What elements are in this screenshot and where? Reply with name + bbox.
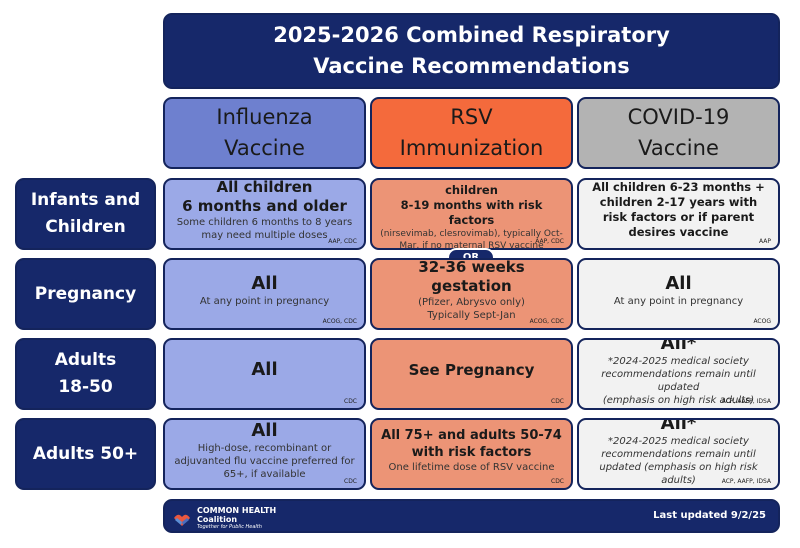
cell-main-text: All*: [660, 418, 697, 434]
cell-main-text: 32-36 weeks gestation: [418, 258, 525, 295]
row-header-pregnancy: Pregnancy: [15, 258, 156, 330]
cell-main-text: All*: [660, 338, 697, 354]
cell-main-text: All children: [216, 178, 313, 196]
column-header-influenza: Influenza Vaccine: [163, 97, 366, 169]
column-header-covid: COVID-19 Vaccine: [577, 97, 780, 169]
cell-sub-text: (Pfizer, Abrysvo only): [418, 297, 525, 308]
column-header-line: Vaccine: [224, 136, 305, 160]
column-header-line: Vaccine: [638, 136, 719, 160]
row-header-adults-18-50: Adults 18-50: [15, 338, 156, 410]
column-header-line: Immunization: [399, 136, 544, 160]
cell-pregnancy-covid: All At any point in pregnancy ACOG: [577, 258, 780, 330]
source-label: ACOG, CDC: [529, 318, 564, 325]
cell-main-text: All: [251, 419, 278, 441]
row-header-line: Children: [45, 217, 126, 237]
footer-bar: COMMON HEALTH Coalition Together for Pub…: [163, 499, 780, 533]
hands-heart-icon: [172, 509, 192, 529]
source-label: ACP, AAFP, IDSA: [721, 398, 771, 405]
source-label: ACOG, CDC: [322, 318, 357, 325]
row-header-line: 18-50: [58, 377, 113, 397]
row-header-adults-50-plus: Adults 50+: [15, 418, 156, 490]
cell-main-text: All 75+ and adults 50-74: [381, 427, 562, 443]
cell-main-text: See Pregnancy: [408, 360, 535, 379]
cell-adults-50-plus-rsv: All 75+ and adults 50-74 with risk facto…: [370, 418, 573, 490]
title-line-2: Vaccine Recommendations: [313, 54, 630, 78]
logo-name-line: COMMON HEALTH: [197, 506, 277, 515]
cell-main-text: desires vaccine: [628, 225, 729, 239]
row-header-line: Adults 50+: [32, 443, 139, 464]
cell-main-text: All children 6-23 months +: [592, 180, 765, 194]
cell-main-text: All: [251, 359, 278, 380]
logo: COMMON HEALTH Coalition Together for Pub…: [172, 506, 276, 531]
column-header-line: COVID-19: [627, 105, 730, 129]
row-header-line: Infants and: [30, 190, 141, 210]
cell-infants-covid: All children 6-23 months + children 2-17…: [577, 178, 780, 250]
cell-sub-text: (nirsevimab, clesrovimab), typically Oct…: [380, 229, 563, 239]
row-header-line: Adults: [54, 350, 117, 370]
page-title: 2025-2026 Combined Respiratory Vaccine R…: [163, 13, 780, 89]
cell-adults-18-50-influenza: All CDC: [163, 338, 366, 410]
cell-note-text: *2024-2025 medical society: [608, 436, 749, 447]
last-updated: Last updated 9/2/25: [653, 510, 766, 521]
source-label: CDC: [344, 398, 357, 405]
cell-adults-18-50-covid: All* *2024-2025 medical society recommen…: [577, 338, 780, 410]
cell-main-text: children 2-17 years with: [599, 195, 758, 209]
cell-adults-50-plus-covid: All* *2024-2025 medical society recommen…: [577, 418, 780, 490]
cell-sub-text: Some children 6 months to 8 years: [176, 217, 353, 228]
row-header-infants-children: Infants and Children: [15, 178, 156, 250]
source-label: ACP, AAFP, IDSA: [721, 478, 771, 485]
cell-main-text: All infants <8 months + children: [394, 180, 548, 197]
cell-main-text: with risk factors: [411, 444, 532, 460]
cell-pregnancy-influenza: All At any point in pregnancy ACOG, CDC: [163, 258, 366, 330]
cell-main-text: 6 months and older: [182, 197, 347, 215]
cell-sub-text: One lifetime dose of RSV vaccine: [388, 461, 555, 473]
cell-sub-text: adjuvanted flu vaccine preferred for: [174, 455, 355, 467]
cell-infants-influenza: All children 6 months and older Some chi…: [163, 178, 366, 250]
cell-note-text: recommendations remain until: [601, 449, 756, 460]
source-label: AAP, CDC: [328, 238, 357, 245]
column-header-line: Influenza: [216, 105, 313, 129]
cell-pregnancy-rsv: 32-36 weeks gestation (Pfizer, Abrysvo o…: [370, 258, 573, 330]
cell-sub-text: At any point in pregnancy: [199, 295, 330, 307]
source-label: CDC: [551, 478, 564, 485]
source-label: CDC: [551, 398, 564, 405]
cell-main-text: risk factors or if parent: [602, 210, 755, 224]
cell-main-text: All: [251, 272, 278, 294]
cell-sub-text: may need multiple doses: [201, 230, 328, 241]
logo-tagline: Together for Public Health: [197, 524, 262, 530]
cell-adults-18-50-rsv: See Pregnancy CDC: [370, 338, 573, 410]
cell-sub-text: Mar, if no maternal RSV vaccine: [399, 241, 544, 250]
row-header-line: Pregnancy: [34, 283, 137, 304]
cell-adults-50-plus-influenza: All High-dose, recombinant or adjuvanted…: [163, 418, 366, 490]
cell-sub-text: 65+, if available: [223, 468, 306, 480]
cell-sub-text: Typically Sept-Jan: [427, 310, 516, 321]
column-header-rsv: RSV Immunization: [370, 97, 573, 169]
cell-sub-text: At any point in pregnancy: [613, 295, 744, 307]
source-label: ACOG: [753, 318, 771, 325]
cell-note-text: updated (emphasis on high risk adults): [599, 462, 758, 486]
cell-note-text: recommendations remain until updated: [601, 369, 756, 393]
source-label: CDC: [344, 478, 357, 485]
logo-name-line: Coalition: [197, 515, 238, 524]
cell-note-text: *2024-2025 medical society: [608, 356, 749, 367]
title-line-1: 2025-2026 Combined Respiratory: [273, 23, 670, 47]
source-label: AAP, CDC: [535, 238, 564, 245]
source-label: AAP: [759, 238, 771, 245]
column-header-line: RSV: [450, 105, 493, 129]
cell-main-text: All: [665, 272, 692, 294]
cell-infants-rsv: All infants <8 months + children 8-19 mo…: [370, 178, 573, 250]
cell-note-text: (emphasis on high risk adults): [602, 395, 755, 406]
cell-main-text: 8-19 months with risk factors: [400, 198, 543, 227]
cell-sub-text: High-dose, recombinant or: [197, 442, 332, 454]
